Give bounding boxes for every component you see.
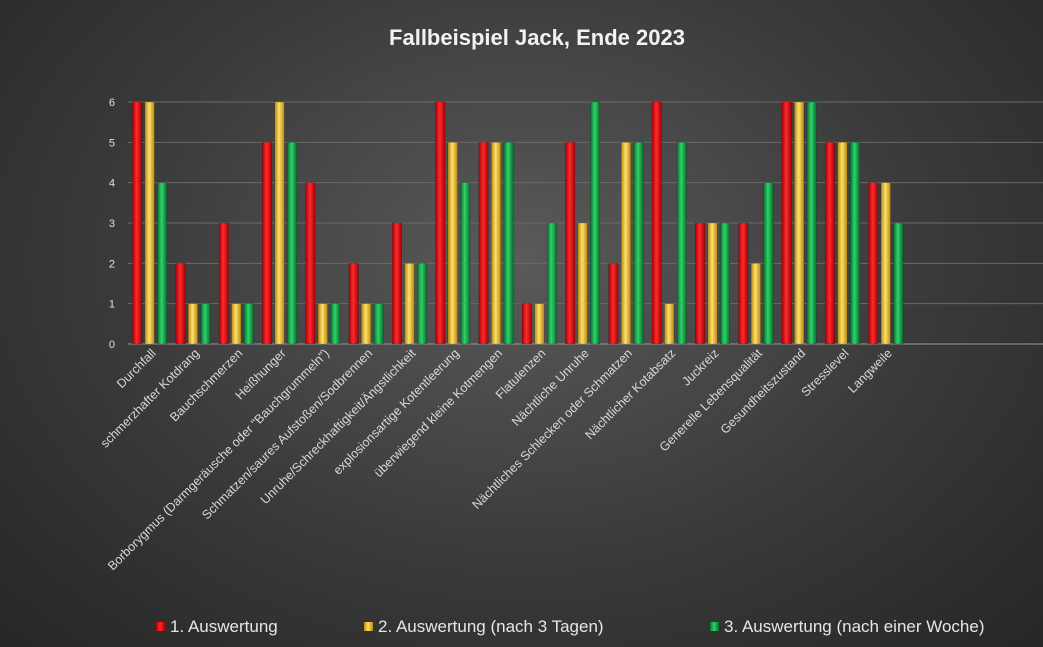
y-axis-ticks: 0 1 2 3 4 5 6 [109, 97, 115, 351]
legend-label-1: 1. Auswertung [170, 617, 278, 636]
legend-swatch-1 [156, 622, 165, 631]
category-label: Nächtliche Unruhe [509, 346, 592, 429]
bar-3-1 [157, 182, 168, 345]
bar-2-7 [404, 263, 415, 345]
category-label: Bauchschmerzen [167, 346, 245, 424]
legend-swatch-2 [364, 622, 373, 631]
bar-2-17 [837, 142, 848, 345]
category-label: Unruhe/Schreckhaftigkeit/Ängstlichkeit [258, 346, 419, 507]
bar-3-5 [330, 303, 341, 345]
bar-3-16 [806, 101, 817, 345]
bar-3-7 [416, 263, 427, 345]
bar-2-10 [534, 303, 545, 345]
y-tick-label: 0 [109, 339, 115, 351]
bar-2-11 [577, 222, 588, 345]
bar-3-12 [633, 142, 644, 345]
bar-1-2 [175, 263, 186, 345]
bar-2-12 [620, 142, 631, 345]
bar-1-9 [478, 142, 489, 345]
bar-1-8 [435, 101, 446, 345]
bar-3-10 [546, 222, 557, 345]
legend-label-2: 2. Auswertung (nach 3 Tagen) [378, 617, 604, 636]
bar-3-2 [200, 303, 211, 345]
bar-2-1 [144, 101, 155, 345]
bar-1-7 [391, 222, 402, 345]
bar-3-4 [287, 142, 298, 345]
legend-label-3: 3. Auswertung (nach einer Woche) [724, 617, 985, 636]
bar-3-13 [676, 142, 687, 345]
category-label: Nächtliches Schlecken oder Schmatzen [469, 346, 635, 512]
y-tick-label: 6 [109, 97, 115, 109]
bar-3-11 [590, 101, 601, 345]
bar-3-8 [460, 182, 471, 345]
category-label: Langweile [845, 346, 895, 396]
category-label: Durchfall [114, 346, 159, 391]
bar-3-17 [849, 142, 860, 345]
bar-2-14 [707, 222, 718, 345]
legend-swatch-3 [710, 622, 719, 631]
y-tick-label: 4 [109, 178, 115, 190]
category-label: Gesundheitszustand [718, 346, 809, 437]
bar-1-13 [651, 101, 662, 345]
bar-2-18 [880, 182, 891, 345]
bar-2-15 [750, 263, 761, 345]
bar-1-1 [132, 101, 143, 345]
y-tick-label: 1 [109, 299, 115, 311]
y-tick-label: 5 [109, 137, 115, 149]
bar-2-16 [794, 101, 805, 345]
bar-2-8 [447, 142, 458, 345]
bar-1-5 [305, 182, 316, 345]
bar-1-6 [348, 263, 359, 345]
bar-2-5 [317, 303, 328, 345]
bar-1-12 [608, 263, 619, 345]
bar-1-11 [565, 142, 576, 345]
bar-3-9 [503, 142, 514, 345]
bar-1-3 [218, 222, 229, 345]
bar-2-4 [274, 101, 285, 345]
bars [132, 101, 904, 345]
bar-3-14 [720, 222, 731, 345]
bar-3-3 [243, 303, 254, 345]
bar-1-17 [824, 142, 835, 345]
legend: 1. Auswertung 2. Auswertung (nach 3 Tagen… [156, 617, 985, 636]
bar-3-18 [893, 222, 904, 345]
bar-1-16 [781, 101, 792, 345]
category-label: Stresslevel [798, 346, 851, 399]
bar-1-10 [521, 303, 532, 345]
category-label: Juckreiz [679, 346, 721, 388]
chart-title: Fallbeispiel Jack, Ende 2023 [389, 25, 685, 50]
bar-2-13 [664, 303, 675, 345]
bar-2-3 [231, 303, 242, 345]
bar-1-14 [695, 222, 706, 345]
y-tick-label: 2 [109, 258, 115, 270]
bar-1-4 [262, 142, 273, 345]
bar-3-6 [373, 303, 384, 345]
bar-1-15 [738, 222, 749, 345]
y-tick-label: 3 [109, 218, 115, 230]
bar-3-15 [763, 182, 774, 345]
bar-2-9 [491, 142, 502, 345]
bar-2-6 [361, 303, 372, 345]
bar-2-2 [187, 303, 198, 345]
bar-1-18 [868, 182, 879, 345]
